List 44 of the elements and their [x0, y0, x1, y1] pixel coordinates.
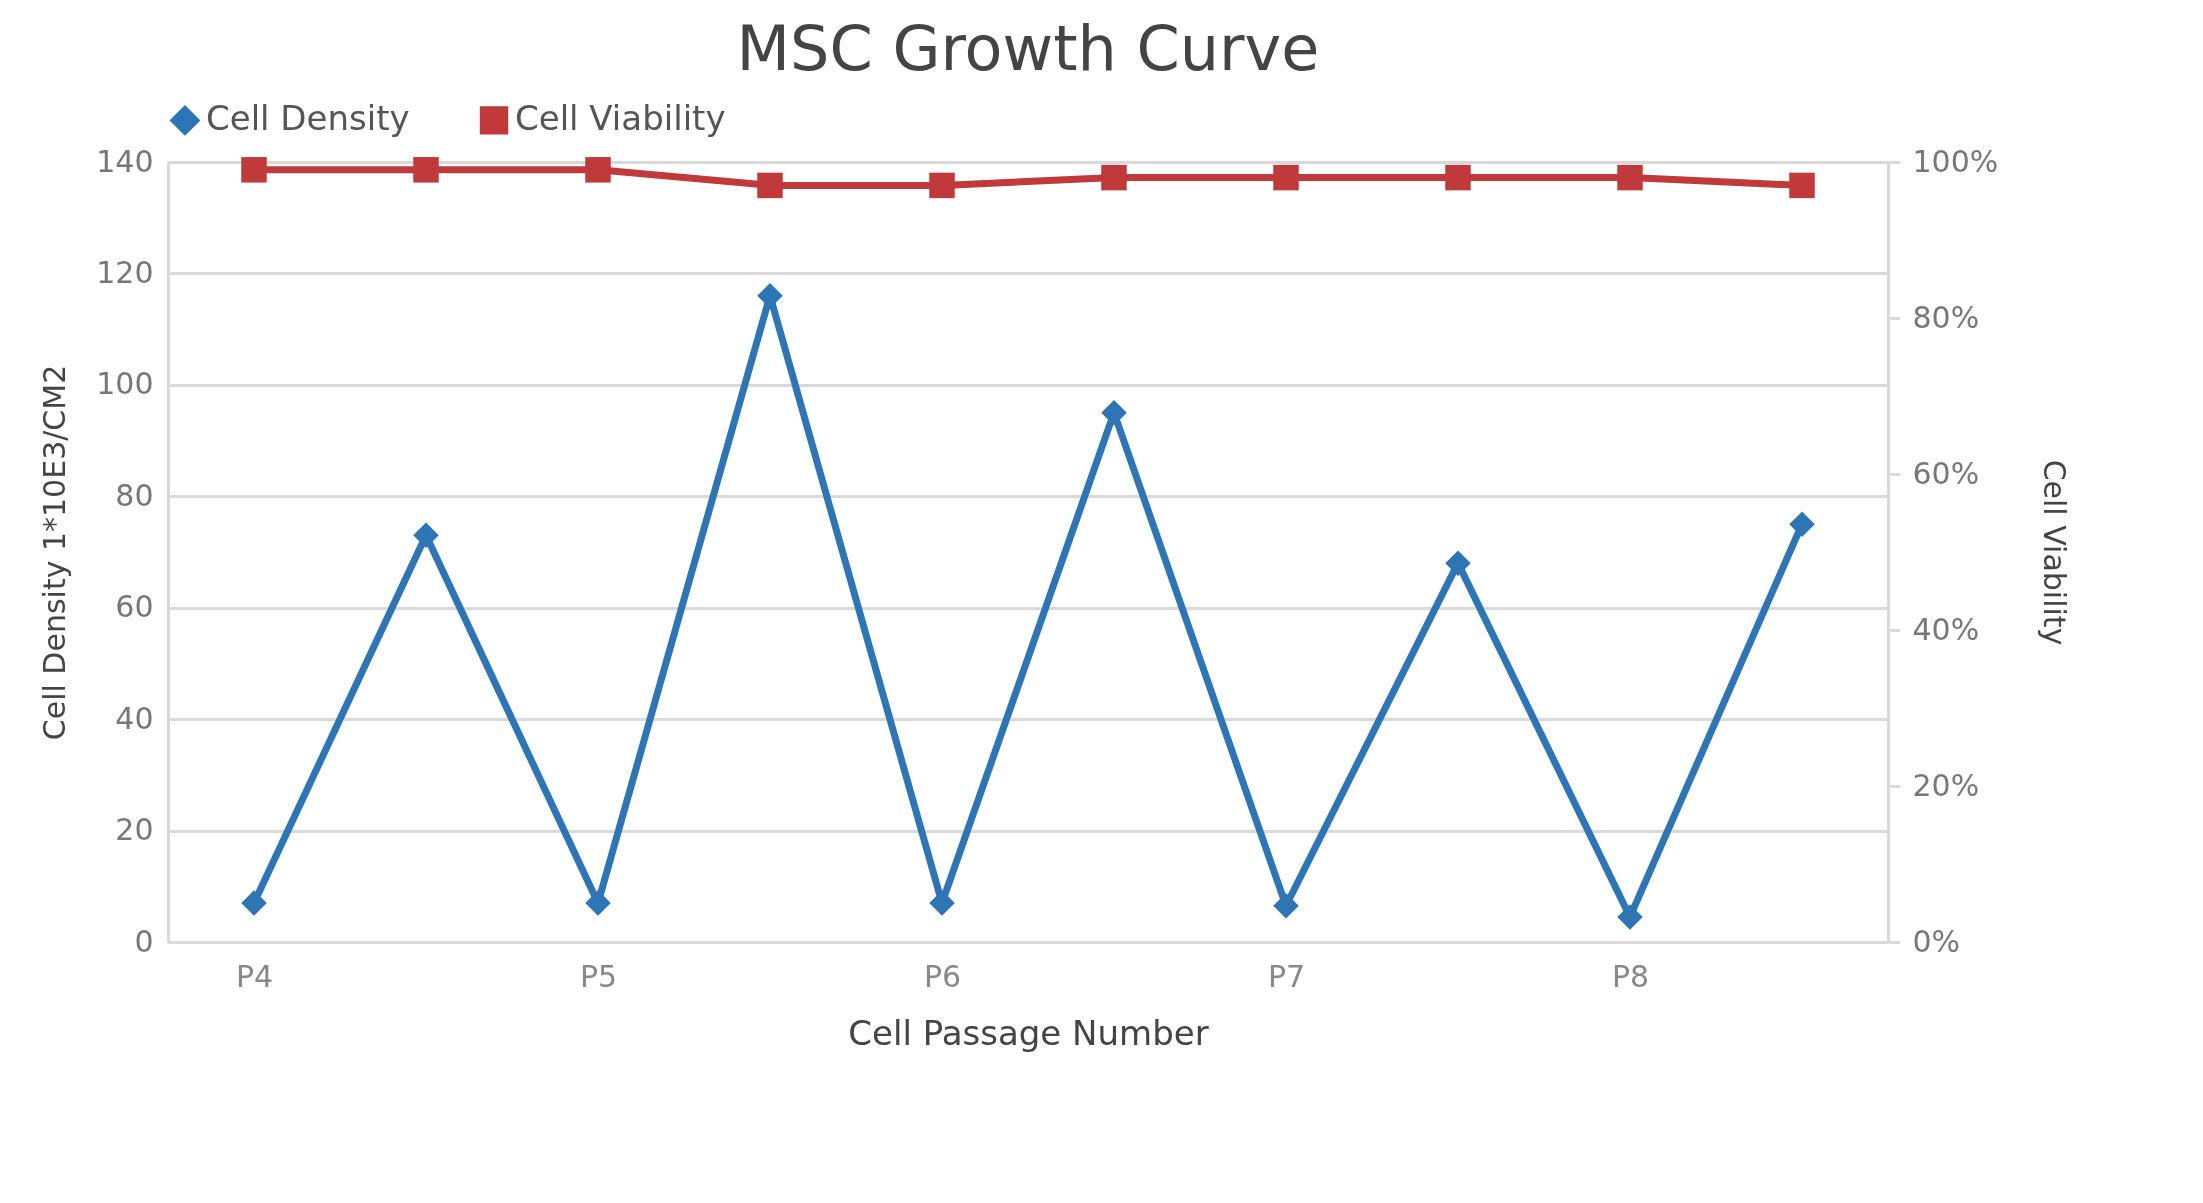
y2-tick-label: 0%: [1912, 923, 1961, 959]
point: [1273, 893, 1299, 919]
point: [413, 157, 439, 183]
point: [1789, 172, 1815, 199]
y-tick-label: 120: [96, 254, 154, 290]
point: [1617, 904, 1643, 930]
point: [585, 157, 611, 183]
point: [929, 890, 955, 916]
y2-tick-label: 20%: [1912, 767, 1980, 803]
point: [757, 172, 783, 199]
point: [1101, 399, 1127, 426]
x-tick-label: P7: [1267, 958, 1306, 994]
point: [1445, 550, 1471, 576]
chart-title: MSC Growth Curve: [736, 12, 1320, 85]
x-tick-label: P4: [235, 958, 274, 994]
y-tick-label: 100: [96, 366, 154, 402]
y-axis-title: Cell Density 1*10E3/CM2: [37, 364, 73, 741]
point: [1789, 511, 1815, 537]
x-tick-label: P5: [579, 958, 618, 994]
y2-tick-label: 100%: [1912, 143, 1999, 179]
y-tick-label: 40: [115, 700, 154, 736]
point: [241, 157, 267, 183]
y-tick-label: 20: [115, 812, 154, 848]
y-tick-label: 80: [115, 477, 154, 513]
point: [585, 890, 611, 916]
point: [1273, 164, 1299, 191]
point: [1101, 164, 1127, 191]
point: [1617, 164, 1643, 191]
y-tick-label: 60: [115, 589, 154, 625]
x-tick-label: P8: [1611, 958, 1650, 994]
point: [1445, 164, 1471, 191]
legend-label: Cell Viability: [515, 98, 726, 139]
x-axis-title: Cell Passage Number: [848, 1012, 1209, 1053]
point: [241, 890, 267, 916]
point: [413, 522, 439, 549]
y2-axis-title: Cell Viability: [2037, 459, 2073, 646]
y2-tick-label: 60%: [1912, 455, 1980, 491]
point: [929, 172, 955, 199]
y-tick-label: 0: [134, 923, 154, 959]
y-tick-label: 140: [96, 143, 154, 179]
y2-tick-label: 40%: [1912, 611, 1980, 647]
x-tick-label: P6: [923, 958, 962, 994]
y2-tick-label: 80%: [1912, 299, 1980, 335]
legend-label: Cell Density: [206, 98, 410, 139]
